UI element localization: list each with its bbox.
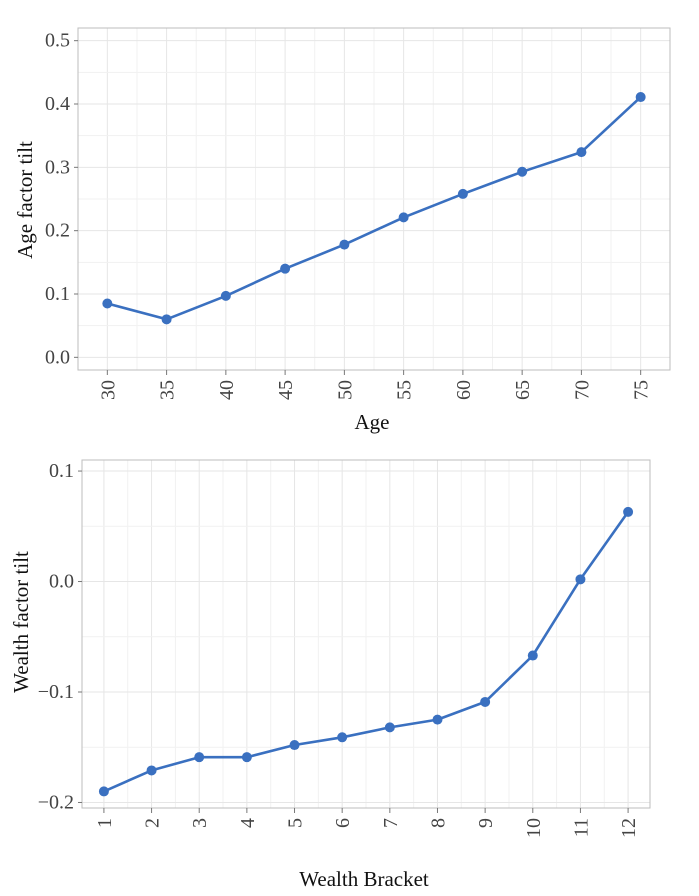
x-tick-label: 70 (571, 380, 593, 400)
x-tick-label: 2 (142, 818, 164, 828)
data-point (480, 696, 491, 707)
x-axis-title: Wealth Bracket (299, 867, 429, 891)
grid (82, 460, 650, 808)
data-point (575, 574, 586, 585)
x-tick-label: 10 (523, 818, 545, 838)
y-tick-label: −0.2 (38, 791, 74, 813)
x-tick-label: 7 (380, 818, 402, 828)
data-point (517, 166, 528, 177)
x-axis-title: Age (355, 410, 390, 434)
data-point (527, 650, 538, 661)
y-tick-label: −0.1 (38, 681, 74, 703)
data-point (241, 752, 252, 763)
x-tick-label: 9 (475, 818, 497, 828)
y-tick-label: 0.2 (45, 220, 70, 242)
plot-frame (77, 27, 671, 371)
x-tick-label: 50 (334, 380, 356, 400)
data-point (623, 506, 634, 517)
data-point (432, 714, 443, 725)
data-point (146, 765, 157, 776)
data-point (337, 732, 348, 743)
data-point (161, 314, 172, 325)
grid (78, 28, 670, 370)
x-tick-label: 75 (631, 380, 653, 400)
data-point (457, 188, 468, 199)
data-point (220, 290, 231, 301)
x-tick-label: 60 (453, 380, 475, 400)
x-tick-label: 5 (285, 818, 307, 828)
x-tick-label: 4 (237, 818, 259, 828)
data-point (398, 212, 409, 223)
x-tick-label: 30 (97, 380, 119, 400)
data-point (384, 722, 395, 733)
data-point (194, 752, 205, 763)
x-tick-label: 40 (216, 380, 238, 400)
data-point (98, 786, 109, 797)
y-tick-label: 0.3 (45, 156, 70, 178)
plot-frame (81, 459, 651, 809)
data-point (280, 263, 291, 274)
data-point (576, 147, 587, 158)
series-line (106, 96, 642, 321)
y-tick-label: 0.0 (49, 571, 74, 593)
y-tick-label: 0.4 (45, 93, 70, 115)
x-tick-label: 45 (275, 380, 297, 400)
x-tick-label: 55 (394, 380, 416, 400)
y-tick-label: 0.5 (45, 30, 70, 52)
y-tick-label: 0.1 (45, 283, 70, 305)
x-tick-label: 6 (332, 818, 354, 828)
x-tick-label: 8 (427, 818, 449, 828)
x-tick-label: 3 (189, 818, 211, 828)
data-point (339, 239, 350, 250)
x-tick-label: 12 (618, 818, 640, 838)
x-tick-label: 1 (94, 818, 116, 828)
y-axis-title: Age factor tilt (13, 141, 37, 259)
data-point (289, 740, 300, 751)
data-point (102, 298, 113, 309)
age-factor-chart: 0.0 0.1 0.2 0.3 0.4 0.5 30 35 40 45 50 55 60 65 70 75 Ag… (13, 27, 671, 434)
y-tick-label: 0.1 (49, 460, 74, 482)
y-axis-title: Wealth factor tilt (9, 551, 33, 693)
y-tick-label: 0.0 (45, 346, 70, 368)
data-point (635, 92, 646, 103)
x-tick-label: 65 (512, 380, 534, 400)
series-line (103, 511, 630, 793)
x-tick-label: 11 (570, 818, 592, 837)
x-tick-label: 35 (157, 380, 179, 400)
